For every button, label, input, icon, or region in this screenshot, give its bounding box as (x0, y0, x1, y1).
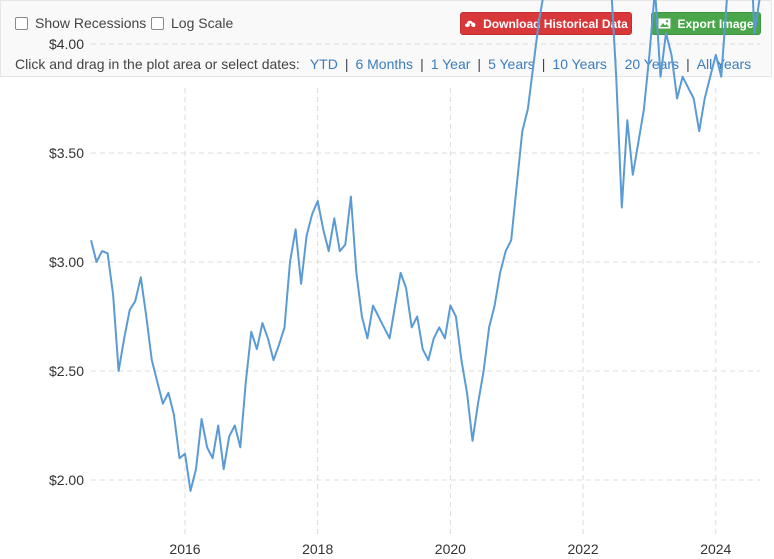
range-separator: | (686, 56, 690, 72)
x-tick-label: 2022 (567, 541, 598, 557)
range-link-1-year[interactable]: 1 Year (430, 56, 471, 72)
range-separator: | (344, 56, 349, 72)
x-tick-label: 2024 (700, 541, 731, 557)
chart-toolbar: Show Recessions Log Scale Download Histo… (0, 0, 772, 77)
y-tick-label: $2.50 (49, 363, 84, 379)
range-link-5-years[interactable]: 5 Years (488, 56, 535, 72)
date-range-selector: Click and drag in the plot area or selec… (15, 56, 751, 72)
range-separator: | (477, 56, 482, 72)
range-link-10-years[interactable]: 10 Years (552, 56, 607, 72)
checkbox-box[interactable] (15, 16, 28, 30)
export-button-label: Export Image (677, 16, 754, 31)
x-tick-label: 2018 (302, 541, 333, 557)
checkbox-box[interactable] (151, 16, 164, 30)
download-button-label: Download Historical Data (483, 16, 628, 31)
range-separator: | (541, 56, 546, 72)
range-prompt: Click and drag in the plot area or selec… (15, 56, 300, 72)
y-tick-label: $4.00 (49, 36, 84, 52)
log-scale-checkbox[interactable]: Log Scale (151, 15, 233, 31)
y-tick-label: $3.00 (49, 254, 84, 270)
y-tick-label: $3.50 (49, 145, 84, 161)
range-link-all-years[interactable]: All Years (696, 56, 752, 72)
image-icon (658, 18, 671, 29)
series-line (90, 0, 761, 492)
x-tick-label: 2020 (435, 541, 466, 557)
download-historical-data-button[interactable]: Download Historical Data (460, 12, 632, 35)
log-scale-label: Log Scale (171, 15, 234, 31)
range-link-6-months[interactable]: 6 Months (355, 56, 414, 72)
show-recessions-label: Show Recessions (35, 15, 147, 31)
x-tick-label: 2016 (169, 541, 200, 557)
cloud-download-icon (465, 20, 476, 29)
range-link-ytd[interactable]: YTD (309, 56, 338, 72)
y-tick-label: $2.00 (49, 472, 84, 488)
range-link-20-years[interactable]: 20 Years (624, 56, 680, 72)
show-recessions-checkbox[interactable]: Show Recessions (15, 15, 146, 31)
range-separator: | (420, 56, 424, 72)
